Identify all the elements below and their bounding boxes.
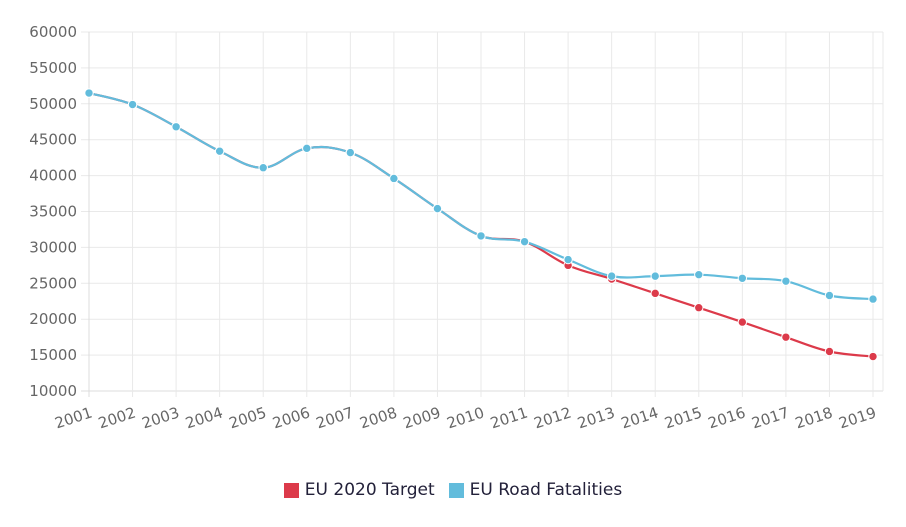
y-tick-label: 25000	[29, 274, 77, 292]
data-point-eu-road-fatalities	[127, 99, 138, 110]
x-tick-label: 2006	[270, 404, 312, 433]
data-point-eu-road-fatalities	[694, 269, 704, 280]
data-point-eu-2020-target	[824, 346, 835, 357]
data-point-eu-road-fatalities	[824, 290, 835, 301]
data-point-eu-2020-target	[694, 303, 704, 313]
x-tick-label: 2002	[96, 404, 138, 433]
x-tick-label: 2014	[619, 404, 661, 433]
x-tick-label: 2012	[532, 404, 574, 433]
data-point-eu-2020-target	[781, 332, 791, 342]
legend-swatch-fatalities	[448, 482, 464, 498]
y-tick-label: 15000	[29, 346, 77, 364]
x-tick-label: 2019	[837, 404, 879, 433]
y-tick-label: 35000	[29, 203, 77, 221]
data-point-eu-road-fatalities	[171, 122, 181, 132]
y-tick-label: 45000	[29, 131, 77, 149]
data-point-eu-road-fatalities	[781, 276, 791, 286]
data-point-eu-2020-target	[868, 351, 878, 362]
data-point-eu-road-fatalities	[258, 163, 268, 173]
grid	[81, 31, 884, 397]
legend-item-eu-2020-target[interactable]: EU 2020 Target	[283, 480, 435, 500]
data-point-eu-road-fatalities	[519, 236, 530, 247]
y-tick-label: 20000	[29, 310, 77, 328]
x-tick-label: 2008	[357, 404, 399, 433]
data-point-eu-road-fatalities	[737, 273, 748, 283]
x-tick-label: 2011	[488, 404, 530, 433]
data-point-eu-road-fatalities	[84, 88, 94, 98]
x-tick-label: 2015	[662, 404, 704, 433]
x-tick-label: 2009	[401, 404, 443, 433]
data-point-eu-road-fatalities	[650, 271, 660, 281]
data-point-eu-road-fatalities	[606, 271, 617, 281]
x-tick-label: 2016	[706, 404, 748, 433]
data-point-eu-2020-target	[737, 317, 748, 327]
data-point-eu-road-fatalities	[302, 143, 312, 154]
data-point-eu-road-fatalities	[345, 147, 356, 158]
y-axis: 60000 55000 50000 45000 40000 35000 30000 25000…	[29, 23, 77, 400]
x-axis: 2001 2002 2003 2004 2005 2006 2007 2008 2009 2010…	[53, 404, 879, 433]
data-point-eu-road-fatalities	[214, 146, 225, 156]
legend-swatch-target	[283, 482, 299, 498]
data-point-eu-road-fatalities	[868, 294, 878, 304]
y-tick-label: 55000	[29, 59, 77, 77]
data-point-eu-2020-target	[650, 288, 660, 299]
x-tick-label: 2018	[793, 404, 835, 433]
y-tick-label: 10000	[29, 382, 77, 400]
y-tick-label: 60000	[29, 23, 77, 41]
legend: EU 2020 Target EU Road Fatalities	[0, 480, 906, 500]
legend-label: EU Road Fatalities	[469, 480, 623, 500]
y-tick-label: 30000	[29, 238, 77, 256]
data-point-eu-road-fatalities	[389, 173, 399, 184]
x-tick-label: 2005	[227, 404, 269, 433]
x-tick-label: 2004	[183, 404, 225, 433]
legend-label: EU 2020 Target	[304, 480, 435, 500]
x-tick-label: 2017	[749, 404, 791, 433]
y-tick-label: 40000	[29, 167, 77, 185]
y-tick-label: 50000	[29, 95, 77, 113]
data-point-eu-road-fatalities	[563, 254, 573, 265]
series-layer	[84, 88, 878, 362]
x-tick-label: 2001	[53, 404, 95, 433]
x-tick-label: 2003	[140, 404, 182, 433]
legend-item-eu-road-fatalities[interactable]: EU Road Fatalities	[448, 480, 623, 500]
x-tick-label: 2010	[445, 404, 487, 433]
data-point-eu-road-fatalities	[432, 203, 443, 214]
x-tick-label: 2007	[314, 404, 356, 433]
data-point-eu-road-fatalities	[476, 231, 486, 241]
x-tick-label: 2013	[575, 404, 617, 433]
